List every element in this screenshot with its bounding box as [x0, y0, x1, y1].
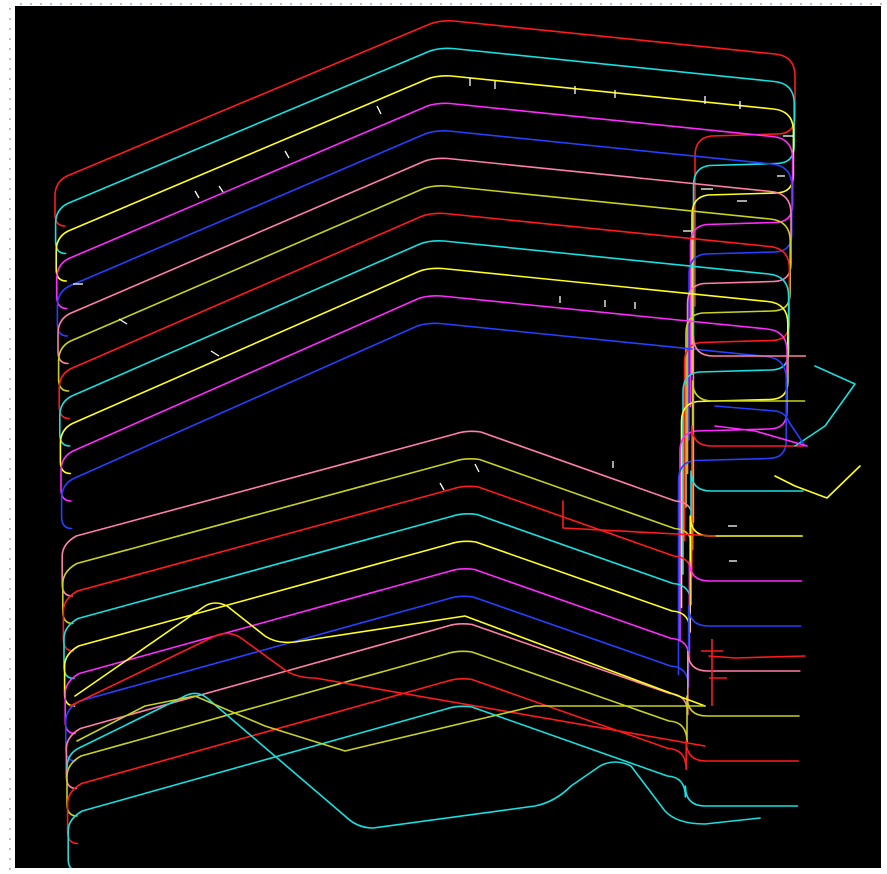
- trace-6: [57, 157, 792, 475]
- left-dotted-border: [0, 0, 14, 874]
- pad-tick: [376, 105, 382, 115]
- tail-trace-2: [66, 692, 761, 829]
- trace-3: [55, 75, 795, 374]
- top-dotted-border: [14, 0, 887, 6]
- trace-5: [56, 130, 793, 441]
- exit-trace-2: [774, 465, 861, 499]
- pad-tick: [439, 482, 445, 491]
- trace-10: [59, 267, 789, 609]
- trace-7: [57, 185, 791, 508]
- trace-23: [67, 705, 799, 868]
- trace-13: [61, 335, 807, 597]
- exit-trace-3: [714, 405, 806, 447]
- tail-trace-4: [76, 695, 706, 752]
- trace-2: [54, 47, 795, 341]
- pad-tick: [474, 463, 480, 473]
- routing-canvas: [15, 6, 881, 868]
- trace-1: [54, 20, 796, 307]
- pad-tick: [284, 150, 290, 159]
- trace-9: [59, 240, 790, 575]
- exit-trace-4: [714, 425, 808, 447]
- exit-trace-5: [562, 500, 716, 537]
- trace-8: [58, 212, 791, 542]
- pcb-trace-diagram: [54, 20, 861, 868]
- pad-tick: [218, 185, 224, 193]
- exit-trace-6: [708, 655, 806, 659]
- tail-trace-1: [69, 632, 706, 747]
- trace-11: [60, 295, 788, 642]
- trace-4: [56, 102, 794, 408]
- tail-trace-3: [74, 602, 706, 707]
- trace-14: [62, 380, 806, 625]
- exit-trace-1: [794, 365, 856, 447]
- pad-tick: [118, 318, 128, 325]
- pad-tick: [194, 190, 200, 199]
- pad-tick: [210, 350, 220, 357]
